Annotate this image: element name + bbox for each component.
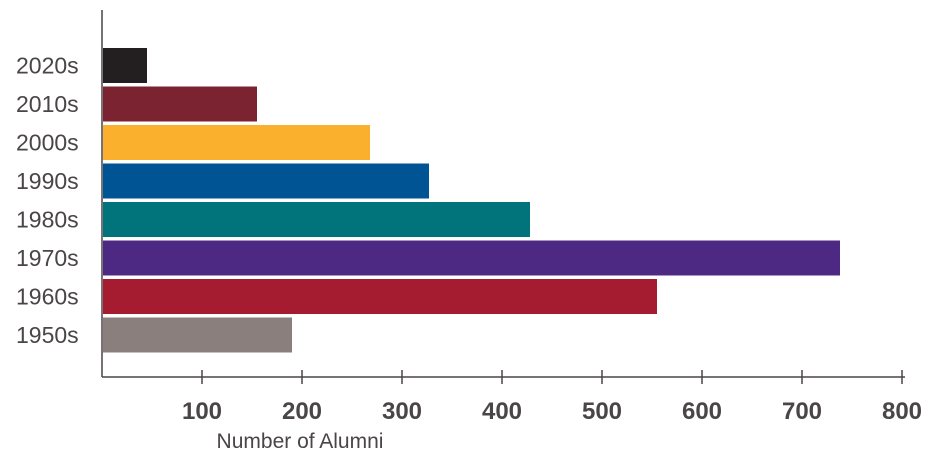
x-axis-title: Number of Alumni (217, 430, 384, 452)
bars-group (103, 48, 840, 353)
bar-1970s (103, 240, 840, 276)
category-label-2010s: 2010s (16, 91, 79, 117)
bar-2000s (103, 125, 370, 160)
category-label-2000s: 2000s (16, 130, 79, 156)
category-label-2020s: 2020s (16, 53, 79, 79)
category-label-1950s: 1950s (16, 322, 79, 348)
bar-1960s (103, 279, 657, 314)
x-tick-label-600: 600 (682, 398, 722, 425)
category-label-1970s: 1970s (16, 245, 79, 271)
x-axis-ticks (201, 370, 903, 384)
x-tick-label-500: 500 (582, 398, 622, 425)
bar-2010s (103, 86, 257, 122)
category-label-1990s: 1990s (16, 168, 79, 194)
category-labels: 2020s 2010s 2000s 1990s 1980s 1970s 1960s 1950s (16, 53, 79, 349)
bar-1950s (103, 317, 292, 353)
x-tick-label-200: 200 (282, 398, 322, 425)
x-axis-tick-labels: 100 200 300 400 500 600 700 800 (182, 398, 922, 425)
x-tick-label-400: 400 (482, 398, 522, 425)
bar-2020s (103, 48, 147, 83)
bar-1990s (103, 163, 429, 199)
category-label-1980s: 1980s (16, 207, 79, 233)
x-tick-label-300: 300 (382, 398, 422, 425)
x-tick-label-700: 700 (782, 398, 822, 425)
bar-1980s (103, 202, 530, 237)
x-tick-label-800: 800 (882, 398, 922, 425)
category-label-1960s: 1960s (16, 284, 79, 310)
x-tick-label-100: 100 (182, 398, 222, 425)
